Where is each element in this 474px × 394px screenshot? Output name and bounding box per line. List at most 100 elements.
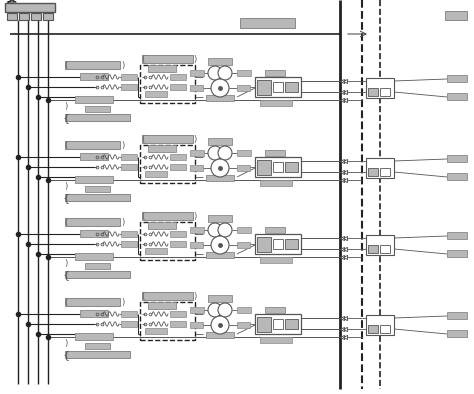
Bar xyxy=(447,250,467,257)
Bar xyxy=(170,74,186,80)
Bar xyxy=(145,248,167,254)
Text: ): ) xyxy=(64,259,67,268)
Bar xyxy=(237,307,251,313)
Bar xyxy=(170,241,186,247)
Bar xyxy=(257,80,271,95)
Bar xyxy=(65,141,120,149)
Bar xyxy=(170,84,186,90)
Text: ): ) xyxy=(193,292,196,301)
Bar xyxy=(237,85,250,91)
Bar xyxy=(148,145,176,152)
Bar xyxy=(190,307,204,313)
Bar xyxy=(85,106,110,112)
Bar xyxy=(75,253,113,260)
Text: ): ) xyxy=(64,339,67,348)
Bar xyxy=(190,227,204,233)
Circle shape xyxy=(218,223,232,237)
Text: (: ( xyxy=(141,55,144,64)
Bar xyxy=(260,257,292,263)
Bar xyxy=(260,100,292,106)
Text: ): ) xyxy=(64,102,67,111)
Bar xyxy=(80,73,108,80)
Bar xyxy=(260,180,292,186)
Bar xyxy=(85,263,110,269)
Bar xyxy=(145,328,167,334)
Bar xyxy=(255,77,301,97)
Bar xyxy=(366,158,394,178)
Bar xyxy=(85,186,110,192)
Text: ): ) xyxy=(193,212,196,221)
Bar xyxy=(65,61,120,69)
Bar xyxy=(65,114,130,121)
Bar xyxy=(366,315,394,335)
Text: {: { xyxy=(63,350,70,360)
Bar xyxy=(142,55,193,63)
Bar xyxy=(237,322,250,328)
Circle shape xyxy=(211,159,229,177)
Bar xyxy=(265,227,285,233)
Bar xyxy=(265,307,285,313)
Text: ): ) xyxy=(121,298,124,307)
Bar xyxy=(273,239,283,249)
Circle shape xyxy=(211,236,229,254)
Bar xyxy=(140,302,195,340)
Bar xyxy=(265,70,285,76)
Bar xyxy=(265,150,285,156)
Bar xyxy=(447,93,467,100)
Bar xyxy=(65,194,130,201)
Bar xyxy=(445,11,467,20)
Text: ): ) xyxy=(64,182,67,191)
Bar xyxy=(285,239,298,249)
Bar xyxy=(447,173,467,180)
Bar xyxy=(65,351,130,358)
Bar xyxy=(190,322,203,328)
Bar xyxy=(121,74,137,80)
Bar xyxy=(208,58,232,65)
Circle shape xyxy=(208,66,222,80)
Bar xyxy=(208,295,232,302)
Text: (: ( xyxy=(64,298,67,307)
Bar xyxy=(190,70,204,76)
Text: {: { xyxy=(63,193,70,203)
Bar xyxy=(447,155,467,162)
Circle shape xyxy=(208,146,222,160)
Circle shape xyxy=(218,303,232,317)
Text: (: ( xyxy=(64,218,67,227)
Text: {: { xyxy=(63,113,70,123)
Bar xyxy=(121,241,137,247)
Text: (: ( xyxy=(64,61,67,70)
Bar xyxy=(273,82,283,92)
Text: (: ( xyxy=(141,212,144,221)
Bar xyxy=(31,13,41,20)
Bar xyxy=(447,330,467,337)
Bar xyxy=(142,135,193,143)
Bar xyxy=(257,317,271,332)
Bar xyxy=(380,245,390,253)
Bar xyxy=(206,175,234,181)
Bar xyxy=(80,153,108,160)
Bar xyxy=(285,162,298,172)
Bar xyxy=(140,65,195,103)
Bar xyxy=(368,245,378,253)
Bar xyxy=(190,165,203,171)
Text: {: { xyxy=(63,270,70,280)
Bar xyxy=(366,235,394,255)
Bar xyxy=(170,231,186,237)
Bar xyxy=(121,154,137,160)
Bar xyxy=(80,310,108,317)
Bar xyxy=(447,232,467,239)
Bar xyxy=(170,154,186,160)
Bar xyxy=(255,234,301,254)
Bar xyxy=(121,84,137,90)
Bar xyxy=(75,96,113,103)
Bar xyxy=(142,212,193,220)
Bar xyxy=(206,332,234,338)
Circle shape xyxy=(211,79,229,97)
Bar xyxy=(170,164,186,170)
Circle shape xyxy=(218,66,232,80)
Bar xyxy=(80,230,108,237)
Bar xyxy=(237,165,250,171)
Bar xyxy=(368,88,378,96)
Bar xyxy=(140,222,195,260)
Bar xyxy=(65,218,120,226)
